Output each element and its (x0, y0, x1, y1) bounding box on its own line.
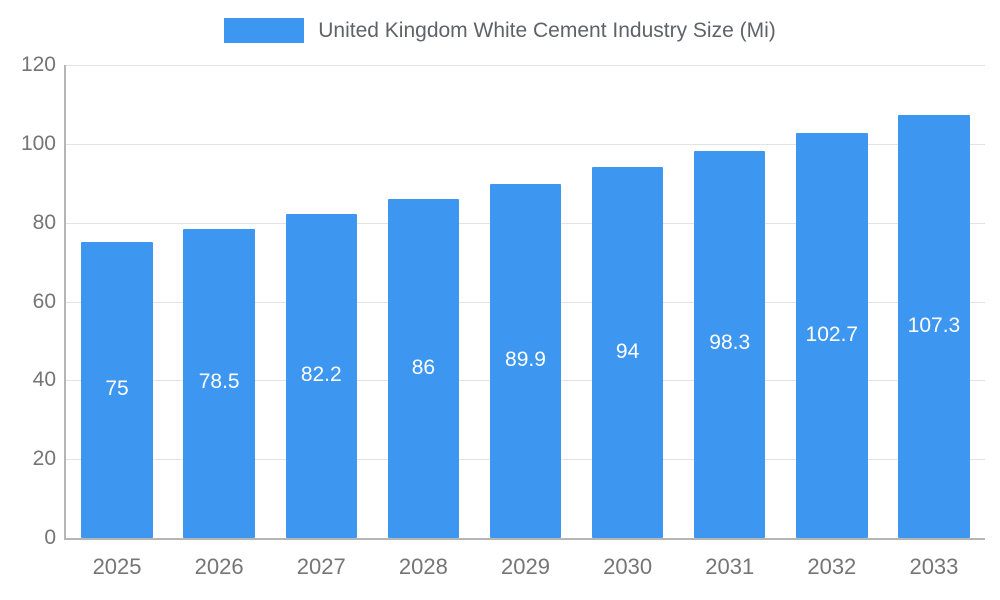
bar[interactable]: 89.9 (489, 183, 562, 538)
y-tick-label: 120 (20, 53, 56, 76)
x-tick-label: 2033 (909, 554, 959, 579)
y-tick-label: 0 (44, 526, 56, 549)
plot-area: 0 20 40 60 80 100 120 75 2025 78.5 2026 82.2 2027 86 2… (21, 53, 985, 579)
bar-value-label: 107.3 (907, 313, 961, 337)
bar[interactable]: 107.3 (898, 115, 970, 538)
chart-title: United Kingdom White Cement Industry Siz… (318, 18, 776, 42)
bar-value-label: 82.2 (300, 363, 342, 386)
y-tick-label: 40 (32, 368, 56, 392)
bar[interactable]: 78.5 (183, 228, 255, 538)
bar[interactable]: 86 (387, 199, 460, 538)
legend-swatch (224, 18, 305, 43)
gridline (66, 65, 985, 66)
y-tick-label: 100 (20, 131, 56, 155)
bar[interactable]: 75 (81, 242, 153, 538)
x-tick-label: 2029 (501, 554, 550, 579)
bar-value-label: 78.5 (198, 370, 240, 394)
x-tick-label: 2027 (296, 554, 346, 579)
bar-value-label: 75 (105, 377, 129, 401)
y-tick-label: 80 (32, 210, 56, 234)
bar-value-label: 89.9 (505, 347, 546, 371)
x-tick-label: 2025 (92, 554, 142, 579)
bar-value-label: 86 (411, 355, 436, 379)
bar-value-label: 98.3 (709, 331, 751, 355)
bar[interactable]: 102.7 (796, 133, 868, 538)
x-tick-label: 2030 (603, 554, 653, 579)
x-tick-label: 2031 (705, 554, 755, 579)
bar[interactable]: 98.3 (693, 150, 766, 538)
bar[interactable]: 94 (591, 167, 664, 538)
x-tick-label: 2032 (807, 554, 857, 579)
bar-value-label: 102.7 (805, 322, 859, 346)
legend: United Kingdom White Cement Industry Siz… (0, 18, 1000, 43)
y-tick-label: 60 (32, 289, 56, 313)
gridline (66, 143, 985, 145)
x-tick-label: 2026 (194, 554, 244, 579)
bar-value-label: 94 (615, 339, 640, 363)
x-tick-label: 2028 (398, 554, 448, 579)
y-tick-label: 20 (32, 447, 56, 471)
bar[interactable]: 82.2 (285, 214, 357, 538)
